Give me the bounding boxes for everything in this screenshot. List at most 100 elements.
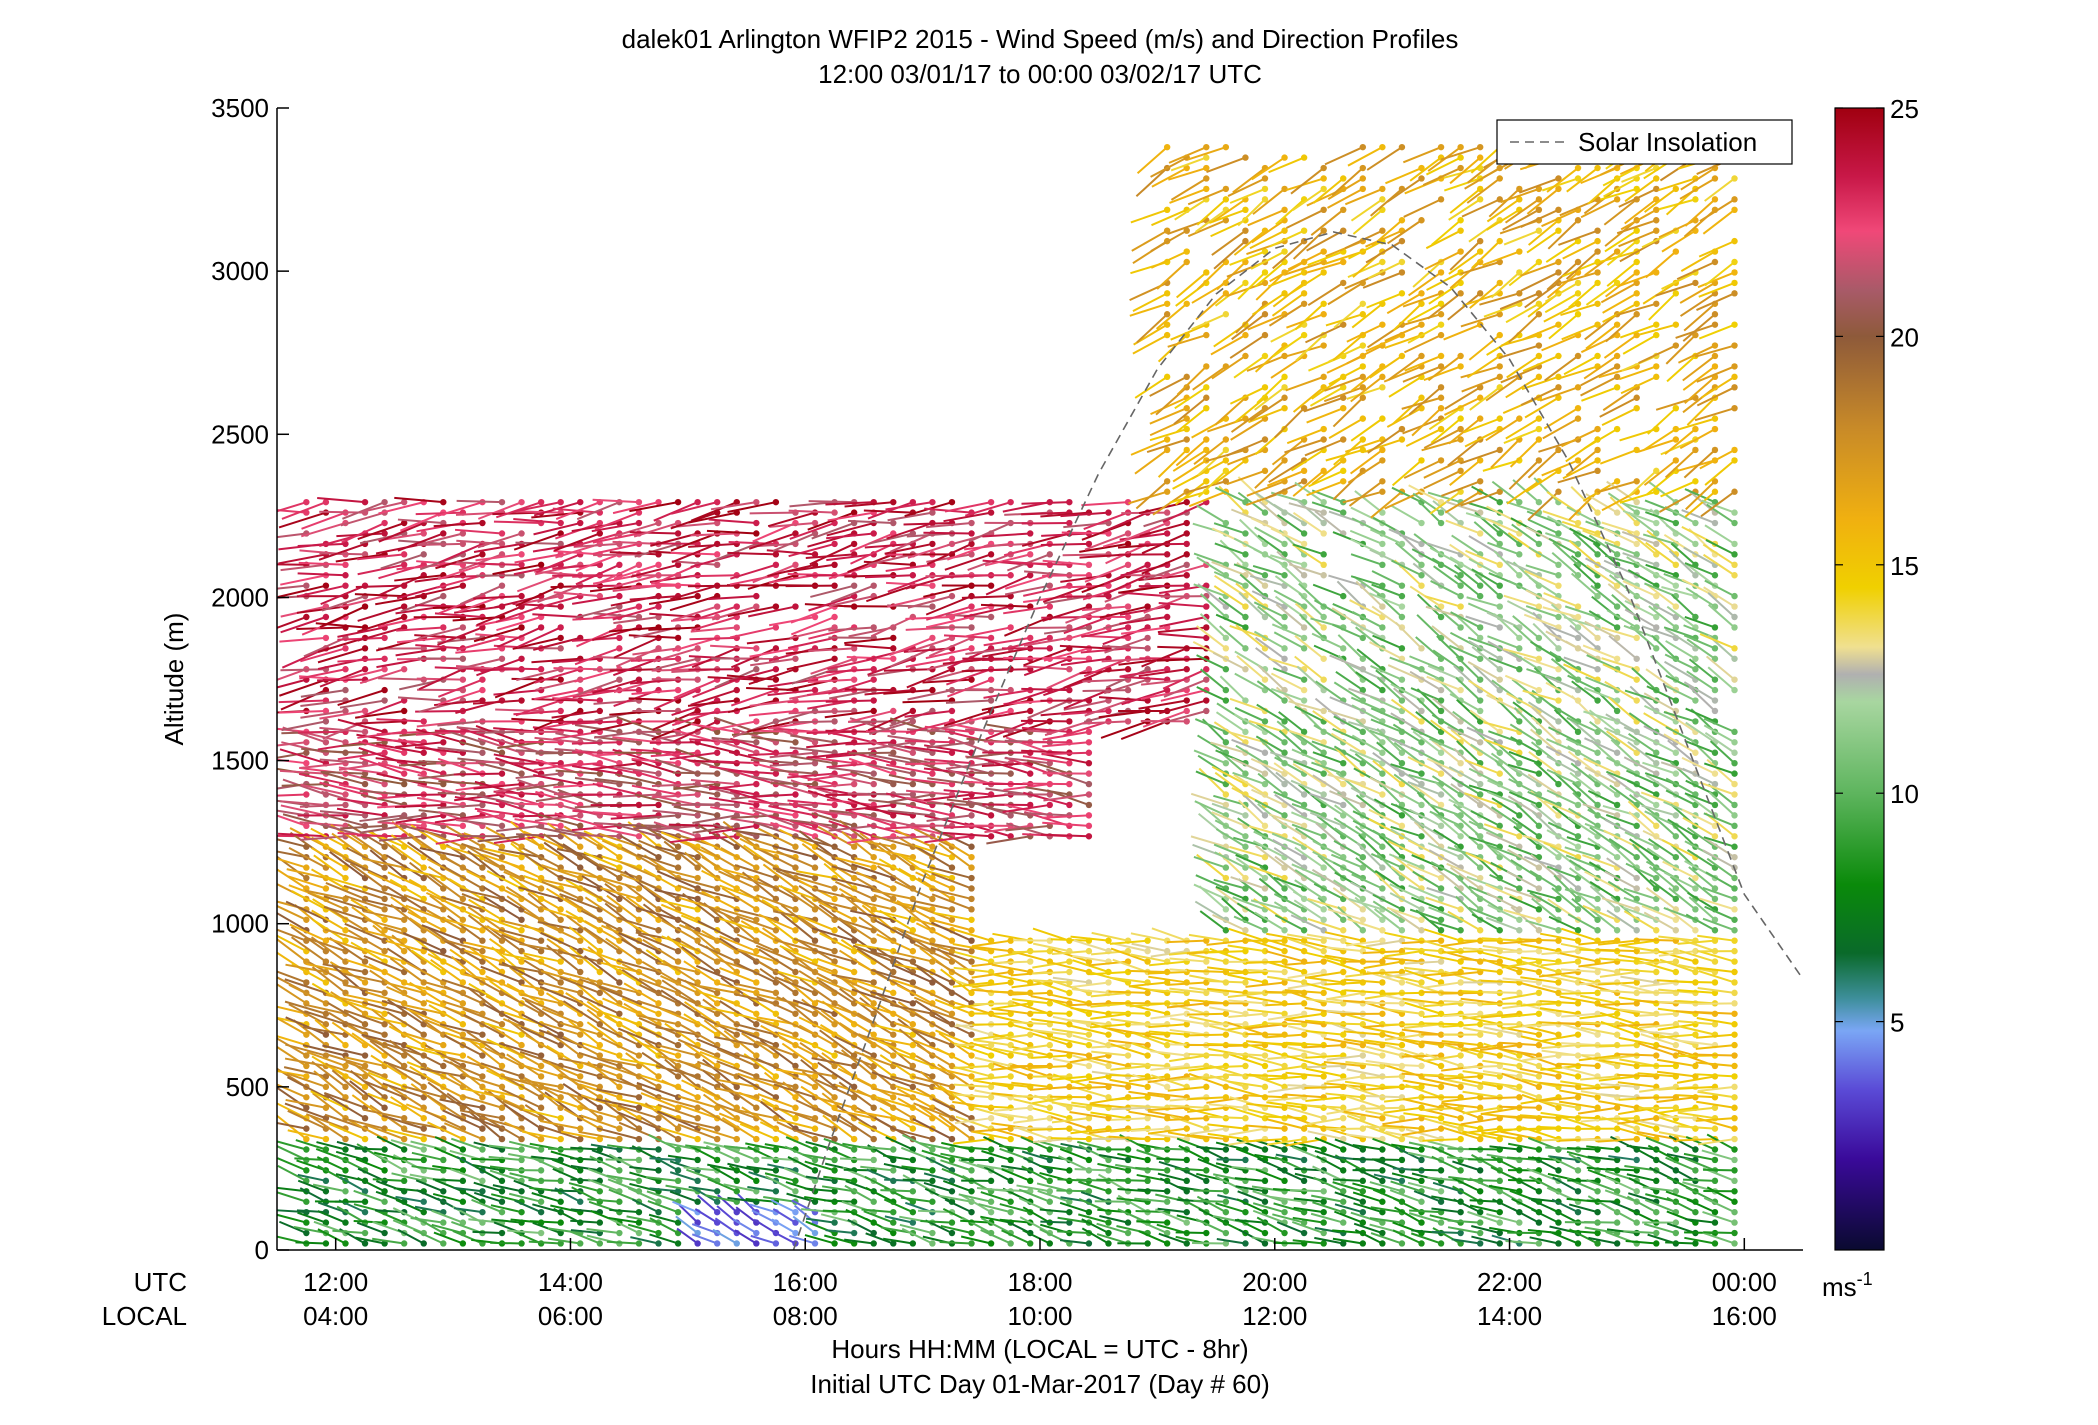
wind-barb-dot <box>381 697 388 704</box>
wind-barb-stick <box>300 522 346 538</box>
wind-barb-stick <box>923 531 972 535</box>
wind-barb-dot <box>890 655 897 662</box>
wind-barb-stick <box>304 1003 346 1015</box>
wind-barb-dot <box>400 1177 408 1185</box>
wind-barb-stick <box>432 1164 464 1172</box>
wind-barb-stick <box>297 1173 327 1182</box>
wind-barb-dot <box>655 1010 662 1017</box>
wind-barb-dot <box>518 1041 525 1049</box>
wind-barb-dot <box>1027 707 1034 715</box>
wind-barb-stick <box>297 572 346 577</box>
wind-barb-dot <box>733 1177 740 1185</box>
wind-barb-stick <box>277 1191 307 1203</box>
wind-barb-stick <box>310 846 346 869</box>
wind-barb-dot <box>537 1104 545 1111</box>
wind-barb-dot <box>322 1021 330 1028</box>
wind-barb-dot <box>498 655 506 662</box>
wind-barb-stick <box>453 772 503 776</box>
wind-barb-dot <box>674 655 682 662</box>
wind-barb-stick <box>368 963 405 984</box>
wind-barb-dot <box>772 676 780 683</box>
wind-barb-dot <box>987 812 995 819</box>
wind-barb-dot <box>968 895 975 903</box>
wind-barb-dot <box>381 947 388 955</box>
wind-barb-dot <box>342 1094 349 1101</box>
wind-barb-stick <box>305 1113 346 1130</box>
wind-barb-dot <box>831 1052 838 1059</box>
wind-barb-stick <box>300 709 346 719</box>
wind-barb-dot <box>987 1177 995 1185</box>
wind-barb-dot <box>792 739 799 746</box>
wind-barb-stick <box>376 657 424 669</box>
wind-barb-stick <box>279 678 327 697</box>
wind-barb-dot <box>987 1198 995 1205</box>
wind-barb-dot <box>831 947 838 955</box>
wind-barb-dot <box>1027 1177 1034 1185</box>
wind-barb-stick <box>357 563 405 576</box>
wind-barb-stick <box>331 832 366 858</box>
wind-barb-stick <box>292 1019 327 1046</box>
wind-barb-dot <box>655 561 662 568</box>
wind-barb-stick <box>337 797 385 806</box>
wind-barb-stick <box>420 1067 464 1078</box>
wind-barb-stick <box>297 1179 327 1193</box>
wind-barb-dot <box>557 822 564 830</box>
wind-barb-stick <box>424 1018 464 1036</box>
wind-barb-dot <box>459 530 467 537</box>
wind-barb-dot <box>772 666 780 673</box>
wind-barb-stick <box>328 907 366 932</box>
wind-barb-stick <box>339 1176 366 1193</box>
wind-barb-dot <box>987 613 995 621</box>
wind-barb-dot <box>694 1198 701 1205</box>
wind-barb-dot <box>968 853 975 861</box>
wind-barb-dot <box>498 1208 506 1216</box>
wind-barb-stick <box>407 910 444 932</box>
wind-barb-stick <box>395 793 444 797</box>
wind-barb-dot <box>361 1021 369 1028</box>
wind-barb-dot <box>753 739 760 746</box>
wind-barb-stick <box>386 885 425 911</box>
wind-barb-dot <box>400 937 408 944</box>
wind-barb-stick <box>286 1076 327 1099</box>
wind-barb-stick <box>353 1219 385 1224</box>
wind-barb-stick <box>375 1190 405 1203</box>
wind-barb-stick <box>312 1183 346 1193</box>
wind-barb-dot <box>342 1146 349 1153</box>
wind-barb-dot <box>420 1240 427 1247</box>
wind-barb-dot <box>400 770 408 777</box>
wind-barb-dot <box>870 853 877 861</box>
wind-barb-dot <box>929 540 936 548</box>
wind-barb-dot <box>987 833 995 840</box>
wind-barb-stick <box>848 751 894 755</box>
wind-barb-dot <box>792 843 799 850</box>
wind-barb-dot <box>753 1240 760 1247</box>
wind-barb-stick <box>360 775 405 786</box>
wind-barb-stick <box>964 687 1011 692</box>
wind-barb-dot <box>381 906 388 913</box>
wind-barb-dot <box>342 927 349 934</box>
wind-barb-dot <box>459 1167 467 1174</box>
wind-barb-stick <box>319 758 366 765</box>
wind-barb-dot <box>929 895 936 903</box>
wind-barb-stick <box>313 1070 347 1099</box>
wind-barb-dot <box>713 749 721 756</box>
wind-barb-dot <box>713 1188 721 1195</box>
wind-barb-dot <box>753 1104 760 1111</box>
wind-barb-dot <box>537 561 545 568</box>
wind-barb-stick <box>337 718 385 733</box>
wind-barb-stick <box>926 625 972 629</box>
wind-barb-dot <box>753 592 760 600</box>
wind-barb-dot <box>655 1146 662 1153</box>
wind-barb-stick <box>991 990 1031 994</box>
wind-barb-dot <box>459 582 467 589</box>
wind-barb-stick <box>571 584 620 588</box>
wind-barb-dot <box>987 551 995 558</box>
wind-barb-dot <box>322 979 330 986</box>
wind-barb-stick <box>340 511 385 527</box>
wind-barb-dot <box>342 582 349 589</box>
wind-barb-stick <box>277 678 307 689</box>
wind-barb-dot <box>674 1240 682 1247</box>
wind-barb-stick <box>281 501 327 520</box>
wind-barb-dot <box>1046 1146 1053 1153</box>
wind-barb-dot <box>635 1240 643 1247</box>
